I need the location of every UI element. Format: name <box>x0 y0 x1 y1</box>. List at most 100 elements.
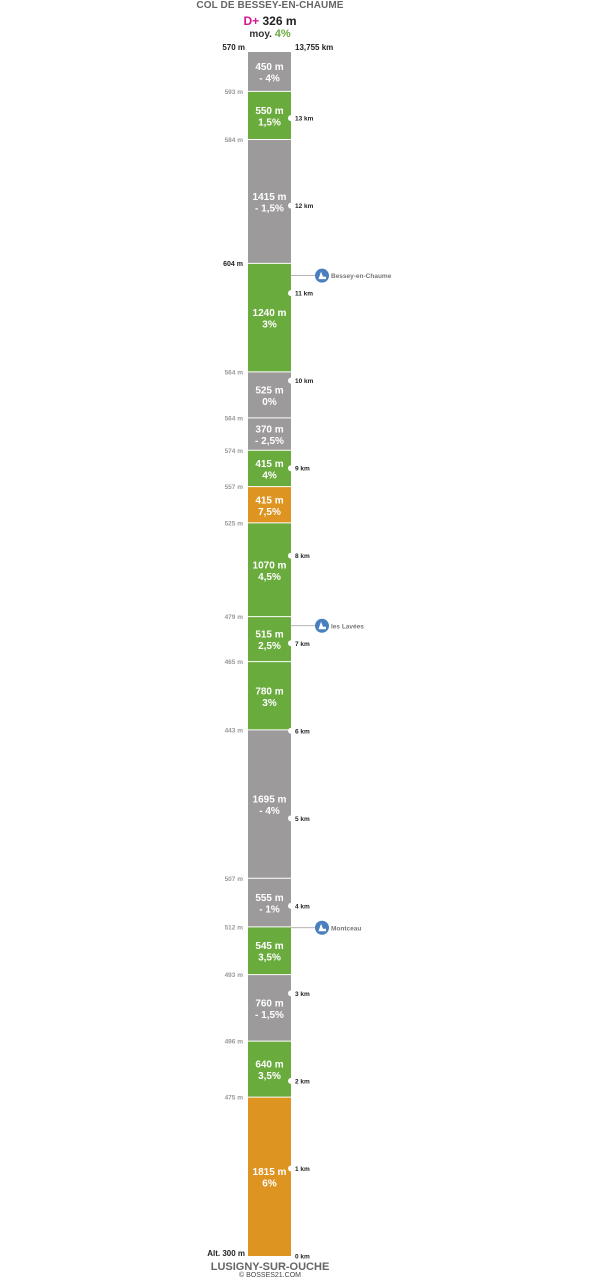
segment-length-label: 640 m <box>255 1060 283 1071</box>
profile-segment <box>248 926 291 975</box>
km-label: 5 km <box>295 816 310 823</box>
km-label: 3 km <box>295 991 310 998</box>
segment-length-label: 370 m <box>255 425 283 436</box>
altitude-label: 604 m <box>223 261 243 268</box>
profile-segment <box>248 450 291 487</box>
elevation-gain: D+ 326 m <box>0 14 540 28</box>
profile-segment <box>248 661 291 730</box>
km-marker-dot <box>288 902 294 909</box>
km-marker-dot <box>288 377 294 384</box>
km-label: 1 km <box>295 1166 310 1173</box>
km-label: 10 km <box>295 378 314 385</box>
altitude-label: 507 m <box>225 876 244 883</box>
altitude-label: 525 m <box>225 520 244 527</box>
poi-label: les Lavées <box>331 623 364 630</box>
profile-segment <box>248 729 291 879</box>
altitude-label: 584 m <box>225 137 244 144</box>
poi-glyph <box>318 271 326 280</box>
km-marker-dot <box>288 290 294 297</box>
profile-segment <box>248 371 291 418</box>
poi-glyph <box>318 621 326 630</box>
segment-grade-label: - 1% <box>259 905 280 916</box>
km-label: 7 km <box>295 641 310 648</box>
segment-length-label: 1240 m <box>253 308 287 319</box>
start-altitude: Alt. 300 m <box>207 1249 245 1258</box>
segment-grade-label: 1,5% <box>258 117 281 128</box>
altitude-label: 465 m <box>225 659 244 666</box>
segment-grade-label: 6% <box>262 1179 277 1190</box>
segment-length-label: 550 m <box>255 106 283 117</box>
km-marker-dot <box>288 552 294 559</box>
segment-length-label: 525 m <box>255 385 283 396</box>
altitude-label: 564 m <box>225 369 244 376</box>
km-marker-dot <box>288 1165 294 1172</box>
km-marker-dot <box>288 640 294 647</box>
segment-length-label: 1815 m <box>253 1167 287 1178</box>
avg-value: 4% <box>274 28 291 40</box>
segment-grade-label: 2,5% <box>258 641 281 652</box>
credit-line: © BOSSES21.COM <box>239 1272 301 1279</box>
poi-label: Montceau <box>331 925 361 932</box>
segment-grade-label: 4% <box>262 470 277 481</box>
profile-segment <box>248 486 291 523</box>
segment-length-label: 760 m <box>255 998 283 1009</box>
segment-grade-label: 3,5% <box>258 1071 281 1082</box>
km-marker-dot <box>288 202 294 209</box>
climb-title: COL DE BESSEY-EN-CHAUME <box>196 0 344 11</box>
segment-grade-label: 0% <box>262 397 277 408</box>
dplus-prefix: D+ <box>243 14 260 28</box>
km-label: 6 km <box>295 728 310 735</box>
profile-segment <box>248 91 291 140</box>
altitude-label: 443 m <box>225 727 244 734</box>
segment-length-label: 1695 m <box>253 795 287 806</box>
altitude-label: 557 m <box>225 484 244 491</box>
profile-segment <box>248 52 291 92</box>
segment-grade-label: 4,5% <box>258 572 281 583</box>
segment-grade-label: 3% <box>262 698 277 709</box>
poi-glyph <box>318 923 326 932</box>
segment-length-label: 415 m <box>255 459 283 470</box>
profile-segment <box>248 417 291 451</box>
profile-segment <box>248 522 291 617</box>
km-label: 9 km <box>295 466 310 473</box>
altitude-label: 493 m <box>225 972 244 979</box>
profile-segment <box>248 616 291 662</box>
altitude-label: 475 m <box>225 1095 244 1102</box>
km-label: 11 km <box>295 291 313 298</box>
profile-segment <box>248 1097 291 1256</box>
segment-grade-label: 3,5% <box>258 953 281 964</box>
km-label: 2 km <box>295 1078 310 1085</box>
avg-prefix: moy. <box>249 29 272 40</box>
segment-grade-label: 3% <box>262 320 277 331</box>
segment-length-label: 780 m <box>255 686 283 697</box>
dplus-value: 326 m <box>262 14 297 28</box>
segment-length-label: 545 m <box>255 941 283 952</box>
total-distance: 13,755 km <box>295 43 334 52</box>
segment-length-label: 450 m <box>255 62 283 73</box>
km-marker-dot <box>288 727 294 734</box>
km-marker-dot <box>288 465 294 472</box>
average-grade: moy. 4% <box>0 28 540 40</box>
altitude-label: 574 m <box>225 448 244 455</box>
segment-grade-label: 7,5% <box>258 507 281 518</box>
km-label: 8 km <box>295 553 310 560</box>
segment-grade-label: - 4% <box>259 806 280 817</box>
segment-grade-label: - 2,5% <box>255 436 284 447</box>
summit-altitude: 570 m <box>222 43 245 52</box>
segment-length-label: 515 m <box>255 630 283 641</box>
km-marker-dot <box>288 1077 294 1084</box>
segment-length-label: 1070 m <box>253 560 287 571</box>
km-label: 13 km <box>295 116 314 123</box>
km-marker-dot <box>288 815 294 822</box>
profile-segment <box>248 878 291 927</box>
start-location: LUSIGNY-SUR-OUCHE <box>210 1261 330 1273</box>
profile-segment <box>248 263 291 372</box>
segment-grade-label: - 4% <box>259 74 280 85</box>
segment-length-label: 555 m <box>255 893 283 904</box>
altitude-label: 593 m <box>225 89 244 96</box>
km-label: 0 km <box>295 1254 310 1261</box>
altitude-label: 479 m <box>225 614 244 621</box>
segment-grade-label: - 1,5% <box>255 203 284 214</box>
